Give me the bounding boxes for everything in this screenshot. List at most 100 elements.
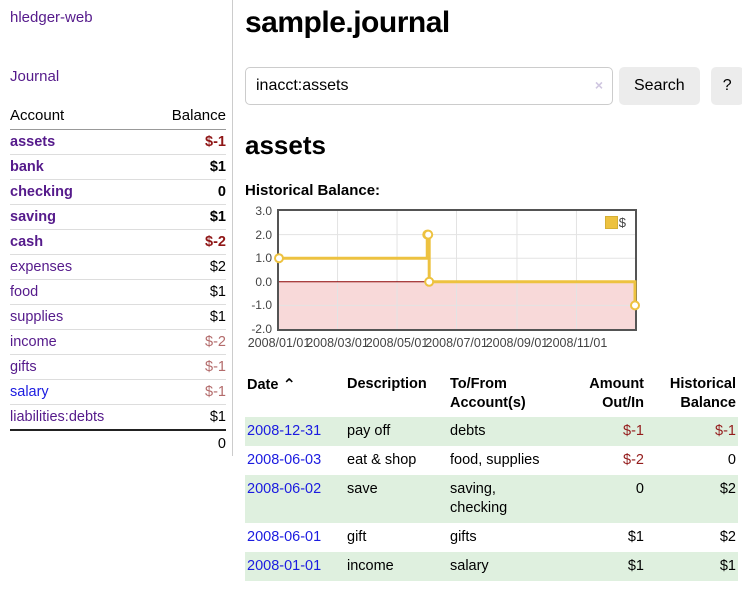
- sidebar-nav: Journal: [10, 68, 226, 85]
- search-form: × Search ?: [245, 67, 742, 105]
- account-row: checking 0: [10, 179, 226, 205]
- search-input[interactable]: [245, 67, 613, 105]
- y-tick-label: -1.0: [251, 298, 272, 313]
- account-row: expenses $2: [10, 254, 226, 280]
- account-balance: $-2: [147, 329, 226, 355]
- x-tick-label: 2008/07/01: [425, 336, 488, 350]
- account-link-income[interactable]: income: [10, 334, 57, 350]
- transaction-date-link[interactable]: 2008-12-31: [247, 423, 322, 439]
- header-amount: Amount Out/In: [589, 376, 644, 411]
- account-row: liabilities:debts $1: [10, 404, 226, 431]
- transaction-balance: $-1: [715, 423, 736, 439]
- account-link-cash[interactable]: cash: [10, 234, 44, 250]
- x-tick-label: 2008/11/01: [545, 336, 608, 350]
- account-row: food $1: [10, 279, 226, 305]
- account-row: assets $-1: [10, 129, 226, 155]
- app-title-link[interactable]: hledger-web: [10, 9, 93, 26]
- help-button[interactable]: ?: [710, 67, 742, 105]
- account-balance: $1: [147, 279, 226, 305]
- account-link-gifts[interactable]: gifts: [10, 359, 37, 375]
- chart-plot-area: $: [274, 209, 640, 331]
- legend-label: $: [618, 215, 626, 230]
- transaction-date-link[interactable]: 2008-06-01: [247, 529, 322, 545]
- transaction-date-link[interactable]: 2008-06-03: [247, 452, 322, 468]
- transaction-amount: $-2: [623, 452, 644, 468]
- transaction-row: 2008-01-01 income salary $1 $1: [245, 552, 738, 581]
- accounts-table-header-row: Account Balance: [10, 103, 226, 130]
- account-balance: $1: [147, 154, 226, 180]
- transaction-amount: $1: [627, 529, 644, 545]
- legend-swatch: [604, 216, 618, 229]
- page-title: sample.journal: [245, 6, 450, 39]
- account-balance: $-1: [147, 354, 226, 380]
- transaction-accounts: debts: [450, 423, 486, 439]
- account-link-salary[interactable]: salary: [10, 384, 49, 400]
- sidebar-item-journal[interactable]: Journal: [10, 68, 60, 85]
- y-tick-label: -2.0: [251, 322, 272, 336]
- historical-balance-chart: $ 3.0 2.0 1.0 0.0 -1.0 -2.0 2008/01/01 2008/03/…: [245, 204, 739, 355]
- y-tick-label: 0.0: [255, 274, 272, 289]
- transaction-accounts: food, supplies: [450, 452, 540, 468]
- account-row: bank $1: [10, 154, 226, 180]
- account-link-supplies[interactable]: supplies: [10, 309, 64, 325]
- account-row: income $-2: [10, 329, 226, 355]
- clear-search-icon[interactable]: ×: [594, 77, 603, 93]
- transaction-amount: $-1: [623, 423, 644, 439]
- account-balance: 0: [147, 179, 226, 205]
- account-balance: $1: [147, 304, 226, 330]
- account-link-saving[interactable]: saving: [10, 209, 56, 225]
- transaction-description: income: [347, 558, 394, 574]
- account-link-food[interactable]: food: [10, 284, 39, 300]
- transaction-accounts: saving, checking: [450, 481, 508, 516]
- transaction-row: 2008-06-02 save saving, checking 0 $2: [245, 475, 738, 523]
- header-date-label: Date: [247, 377, 279, 393]
- accounts-total-row: 0: [10, 429, 226, 456]
- transaction-row: 2008-06-01 gift gifts $1 $2: [245, 523, 738, 552]
- accounts-total-value: 0: [147, 429, 226, 456]
- header-accounts: To/From Account(s): [450, 376, 526, 411]
- main-content: sample.journal × Search ? assets Histori…: [245, 6, 742, 593]
- transaction-balance: $2: [719, 529, 736, 545]
- transactions-table: Date ⌃ Description To/From Account(s) Amo…: [245, 371, 738, 581]
- account-link-checking[interactable]: checking: [10, 184, 73, 200]
- account-link-assets[interactable]: assets: [10, 134, 56, 150]
- transaction-date-link[interactable]: 2008-06-02: [247, 481, 322, 497]
- transaction-description: gift: [347, 529, 367, 545]
- account-row: saving $1: [10, 204, 226, 230]
- account-balance: $-2: [147, 229, 226, 255]
- chart-canvas: [274, 211, 640, 329]
- transactions-header-row: Date ⌃ Description To/From Account(s) Amo…: [245, 371, 738, 417]
- account-link-bank[interactable]: bank: [10, 159, 44, 175]
- transaction-amount: $1: [627, 558, 644, 574]
- transaction-amount: 0: [635, 481, 644, 497]
- account-row: gifts $-1: [10, 354, 226, 380]
- account-link-expenses[interactable]: expenses: [10, 259, 73, 275]
- x-tick-label: 2008/09/01: [485, 336, 549, 350]
- transaction-accounts: salary: [450, 558, 489, 574]
- header-description: Description: [347, 376, 427, 392]
- transaction-description: save: [347, 481, 378, 497]
- transaction-row: 2008-12-31 pay off debts $-1 $-1: [245, 417, 738, 446]
- app-title: hledger-web: [10, 9, 226, 26]
- account-row: salary $-1: [10, 379, 226, 405]
- transaction-balance: 0: [727, 452, 736, 468]
- account-balance: $-1: [147, 129, 226, 155]
- transaction-date-link[interactable]: 2008-01-01: [247, 558, 322, 574]
- accounts-header-account: Account: [10, 103, 148, 130]
- search-box: ×: [245, 67, 613, 105]
- account-link-liabilities-debts[interactable]: liabilities:debts: [10, 409, 105, 425]
- search-button[interactable]: Search: [619, 67, 700, 105]
- transaction-description: eat & shop: [347, 452, 417, 468]
- x-tick-label: 2008/01/01: [247, 336, 311, 350]
- accounts-header-balance: Balance: [147, 103, 226, 130]
- transaction-row: 2008-06-03 eat & shop food, supplies $-2 0: [245, 446, 738, 475]
- x-tick-label: 2008/05/01: [365, 336, 429, 350]
- transaction-description: pay off: [347, 423, 391, 439]
- account-row: cash $-2: [10, 229, 226, 255]
- x-tick-label: 2008/03/01: [306, 336, 369, 350]
- transaction-accounts: gifts: [450, 529, 477, 545]
- y-tick-label: 2.0: [255, 227, 272, 242]
- y-tick-label: 3.0: [255, 204, 272, 218]
- header-balance: Historical Balance: [669, 376, 736, 411]
- chart-label: Historical Balance:: [245, 182, 381, 199]
